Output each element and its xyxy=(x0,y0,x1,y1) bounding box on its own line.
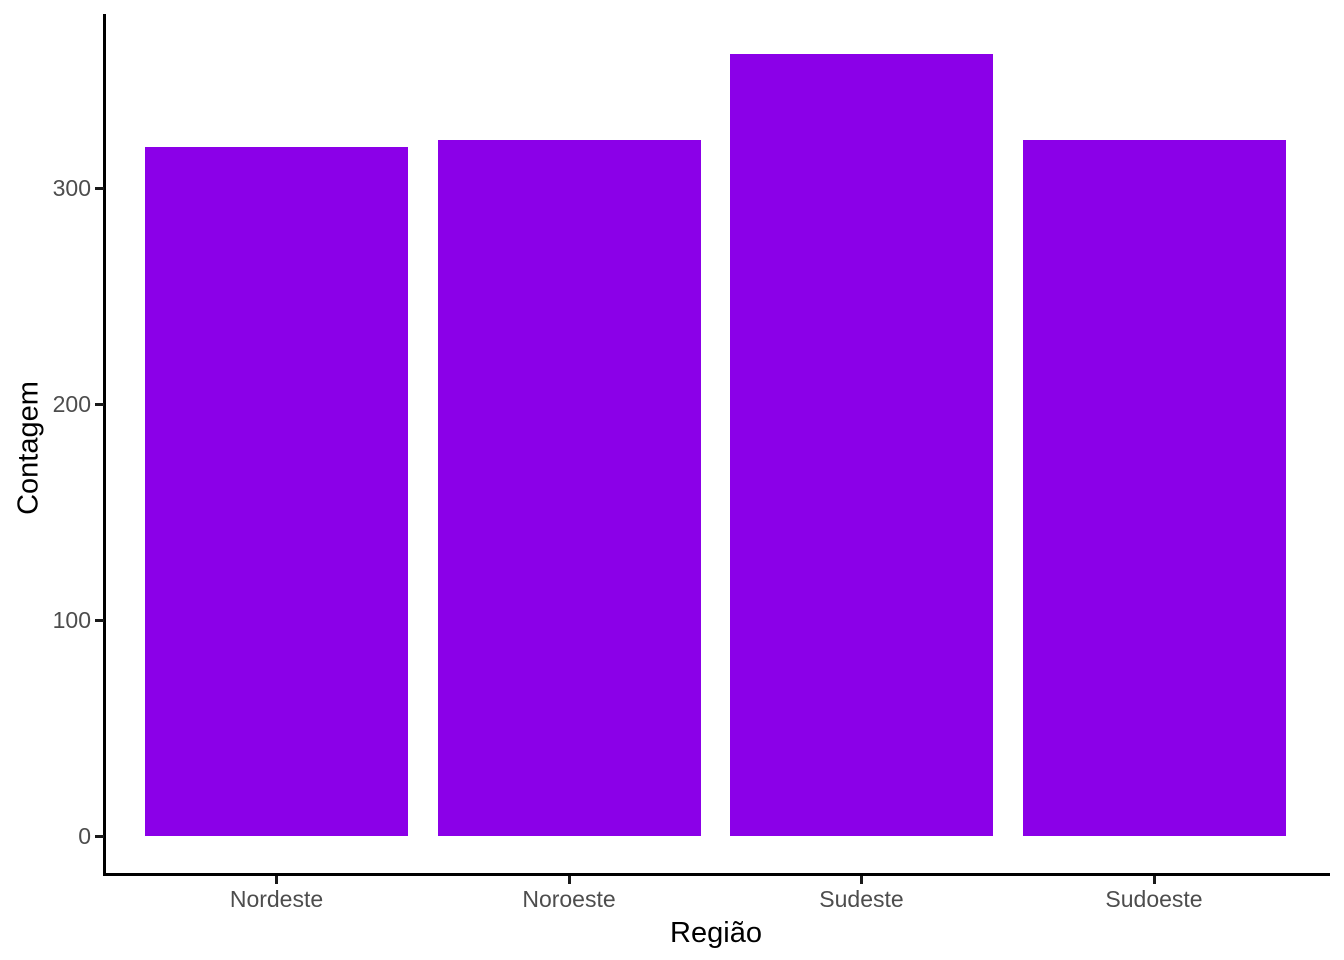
y-tick-label: 100 xyxy=(52,607,91,633)
y-tick-mark xyxy=(95,618,104,622)
x-tick-label-sudeste: Sudeste xyxy=(819,886,904,912)
y-tick-label: 200 xyxy=(52,391,91,417)
y-tick-mark xyxy=(95,402,104,406)
x-tick-mark xyxy=(1152,876,1156,884)
x-axis-title: Região xyxy=(670,917,762,949)
y-axis-title: Contagem xyxy=(12,381,45,515)
x-tick-mark xyxy=(860,876,863,884)
bar-sudoeste xyxy=(1022,140,1286,836)
y-axis-line xyxy=(103,14,106,876)
x-tick-label-sudoeste: Sudoeste xyxy=(1105,886,1203,912)
bar-nordeste xyxy=(145,146,408,836)
y-tick-mark xyxy=(95,186,104,190)
bar-sudeste xyxy=(730,54,993,836)
y-tick-mark xyxy=(95,834,104,838)
x-tick-mark xyxy=(567,876,571,884)
x-tick-label-noroeste: Noroeste xyxy=(522,886,616,912)
x-tick-mark xyxy=(275,876,278,884)
bar-noroeste xyxy=(437,140,701,836)
y-tick-label: 300 xyxy=(52,175,91,201)
y-tick-label: 0 xyxy=(78,823,91,849)
x-axis-line xyxy=(103,873,1330,876)
x-tick-label-nordeste: Nordeste xyxy=(229,886,324,912)
